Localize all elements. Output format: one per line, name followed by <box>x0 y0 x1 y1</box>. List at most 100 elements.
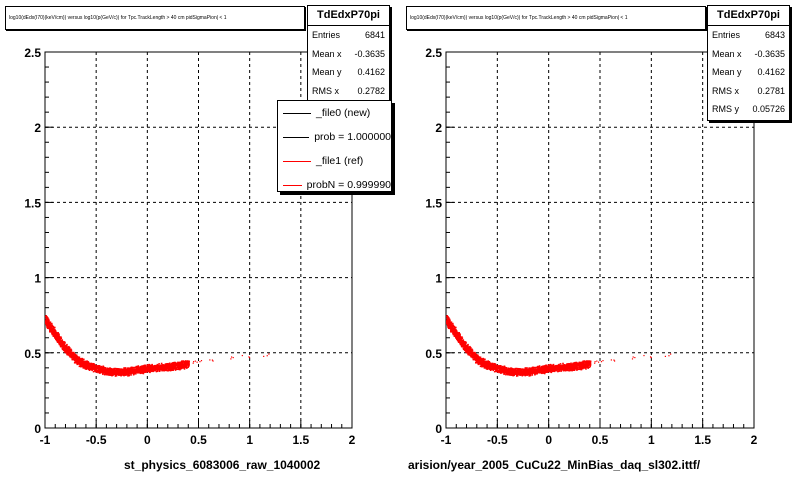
data-point <box>232 356 234 359</box>
data-point <box>180 365 183 368</box>
data-point <box>114 371 116 373</box>
data-point <box>64 346 67 349</box>
data-point <box>92 366 94 369</box>
data-point <box>79 365 82 368</box>
data-point <box>71 356 73 359</box>
data-point <box>76 356 79 358</box>
data-point <box>123 370 125 372</box>
data-point <box>118 374 120 376</box>
y-tick-label: 1 <box>435 272 442 286</box>
data-point <box>583 364 585 366</box>
data-point <box>158 368 161 371</box>
data-point <box>45 322 48 324</box>
data-point <box>57 340 59 342</box>
data-point <box>140 371 143 373</box>
data-point <box>170 369 173 371</box>
data-point <box>476 360 479 363</box>
data-point <box>136 370 138 373</box>
data-point <box>46 321 49 323</box>
data-point <box>133 366 136 369</box>
data-point <box>179 366 181 368</box>
data-point <box>527 368 530 371</box>
data-point <box>199 361 201 363</box>
data-point <box>483 365 486 368</box>
data-point <box>509 373 511 375</box>
data-point <box>134 369 137 371</box>
data-point <box>90 368 92 370</box>
data-point <box>150 370 152 372</box>
data-point <box>63 342 65 344</box>
data-point <box>152 367 154 370</box>
data-point <box>527 373 530 376</box>
data-point <box>508 369 510 372</box>
data-point <box>58 341 61 343</box>
data-point <box>84 362 86 365</box>
data-point <box>47 323 50 325</box>
data-point <box>169 367 172 370</box>
data-point <box>471 350 473 353</box>
data-point <box>458 333 460 336</box>
data-point <box>99 366 102 368</box>
data-point <box>480 361 483 364</box>
data-point <box>105 372 107 374</box>
data-point <box>178 365 181 367</box>
y-tick-label: 0 <box>34 422 41 436</box>
data-point <box>49 323 52 326</box>
data-point <box>69 352 72 355</box>
data-point <box>76 361 79 363</box>
data-point <box>157 368 159 371</box>
data-point <box>177 363 179 366</box>
y-tick-label: 1.5 <box>24 196 41 210</box>
data-point <box>519 368 521 370</box>
data-point <box>491 363 494 365</box>
data-point <box>534 366 537 369</box>
data-point <box>173 366 175 368</box>
data-point <box>147 370 149 372</box>
data-point <box>51 333 54 336</box>
data-point <box>99 372 102 374</box>
x-tick-label: 0 <box>144 433 151 447</box>
data-point <box>145 369 148 372</box>
data-point <box>150 366 153 369</box>
data-point <box>110 368 112 371</box>
data-point <box>450 330 452 333</box>
data-point <box>111 368 114 370</box>
data-point <box>91 368 93 371</box>
data-point <box>183 368 186 370</box>
data-point <box>102 371 104 373</box>
data-point <box>60 337 62 340</box>
data-point <box>453 325 456 328</box>
data-point <box>183 365 186 368</box>
data-point <box>183 367 185 369</box>
data-point <box>155 370 158 373</box>
data-point <box>560 370 562 373</box>
data-point <box>108 373 110 375</box>
data-point <box>583 360 586 363</box>
data-point <box>54 332 57 335</box>
data-point <box>84 361 87 364</box>
y-tick-label: 2.5 <box>425 46 442 60</box>
data-point <box>64 349 66 352</box>
data-point <box>101 369 104 372</box>
data-point <box>102 366 105 368</box>
data-point <box>182 365 185 368</box>
data-point <box>545 367 548 370</box>
data-point <box>138 367 140 370</box>
data-point <box>151 368 153 370</box>
data-point <box>120 374 122 376</box>
data-point <box>458 332 460 334</box>
data-point <box>537 368 540 371</box>
data-point <box>89 364 92 366</box>
data-point <box>500 365 502 367</box>
data-point <box>74 357 76 360</box>
data-point <box>50 330 52 333</box>
data-point <box>75 354 78 357</box>
data-point <box>166 366 169 369</box>
data-point <box>91 369 93 372</box>
data-point <box>534 371 536 374</box>
data-point <box>57 338 60 340</box>
data-point <box>59 342 62 344</box>
data-point <box>160 366 163 368</box>
data-point <box>54 330 56 333</box>
